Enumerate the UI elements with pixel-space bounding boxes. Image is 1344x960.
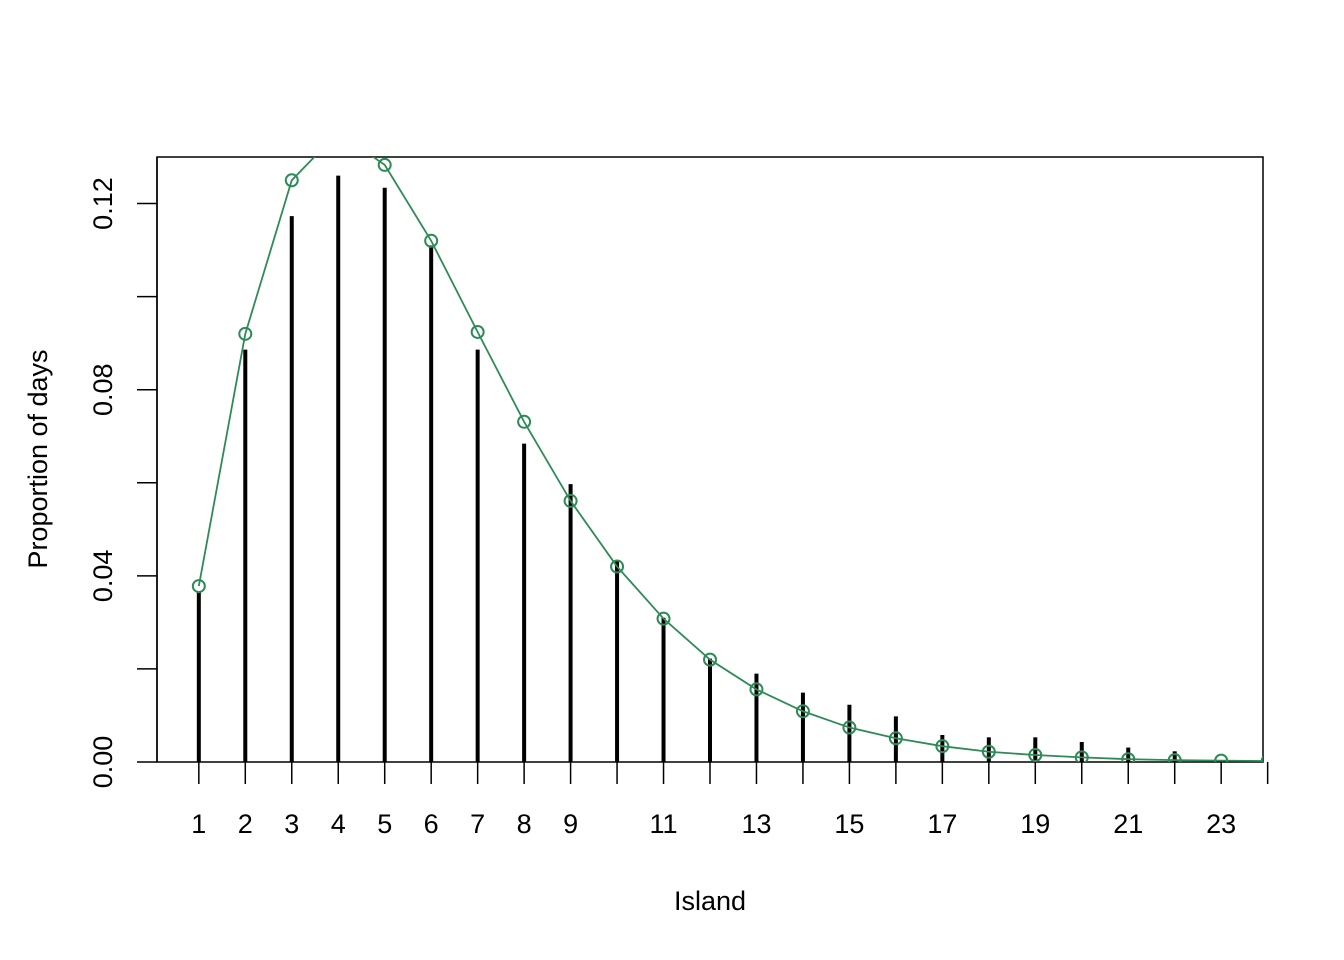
x-tick-label: 23	[1206, 809, 1236, 839]
point-island-7	[470, 324, 485, 339]
x-tick-label: 5	[377, 809, 392, 839]
x-axis-title: Island	[674, 886, 746, 916]
x-tick-label: 4	[331, 809, 346, 839]
point-island-10	[610, 559, 625, 574]
point-island-9	[563, 493, 578, 508]
x-tick-label: 6	[424, 809, 439, 839]
y-tick-label: 0.00	[88, 736, 118, 789]
y-tick-label: 0.12	[88, 177, 118, 230]
point-island-12	[703, 652, 717, 667]
point-island-22	[1167, 753, 1182, 762]
point-island-16	[888, 731, 903, 746]
line-series	[191, 126, 1263, 762]
point-island-5	[377, 157, 392, 172]
x-tick-label: 15	[834, 809, 864, 839]
point-island-17	[935, 739, 950, 754]
bar-series	[196, 175, 1224, 762]
point-island-13	[749, 682, 764, 697]
point-island-24	[1260, 755, 1263, 762]
point-island-19	[1028, 748, 1043, 762]
x-tick-label: 11	[650, 809, 678, 839]
y-axis: 0.00 0.04 0.08 0.12	[88, 157, 158, 789]
point-island-11	[656, 611, 671, 626]
point-island-1	[191, 579, 206, 594]
y-axis-title: Proportion of days	[23, 349, 53, 568]
point-island-3	[284, 173, 299, 188]
x-tick-label: 1	[191, 809, 206, 839]
y-tick-label: 0.08	[88, 363, 118, 416]
x-tick-label: 21	[1113, 809, 1143, 839]
point-island-18	[981, 744, 996, 759]
x-tick-label: 17	[927, 809, 957, 839]
point-island-6	[424, 233, 439, 248]
point-island-2	[238, 326, 253, 341]
point-island-14	[795, 704, 810, 719]
point-island-23	[1214, 753, 1229, 762]
x-tick-label: 9	[563, 809, 578, 839]
point-island-8	[517, 414, 532, 429]
point-island-21	[1121, 752, 1136, 762]
point-island-15	[842, 720, 857, 735]
x-tick-label: 7	[470, 809, 485, 839]
series-line	[197, 157, 1263, 762]
x-tick-label: 19	[1020, 809, 1050, 839]
x-tick-label: 3	[284, 809, 299, 839]
point-island-20	[1074, 750, 1089, 762]
point-island-4	[332, 126, 344, 138]
x-tick-label: 13	[741, 809, 771, 839]
x-tick-label: 2	[238, 809, 253, 839]
y-tick-label: 0.04	[88, 550, 118, 603]
x-axis: 1 2 3 4 5 6 7 8 9 11 13 15 17 19 21 23	[191, 762, 1269, 839]
x-tick-label: 8	[517, 809, 532, 839]
